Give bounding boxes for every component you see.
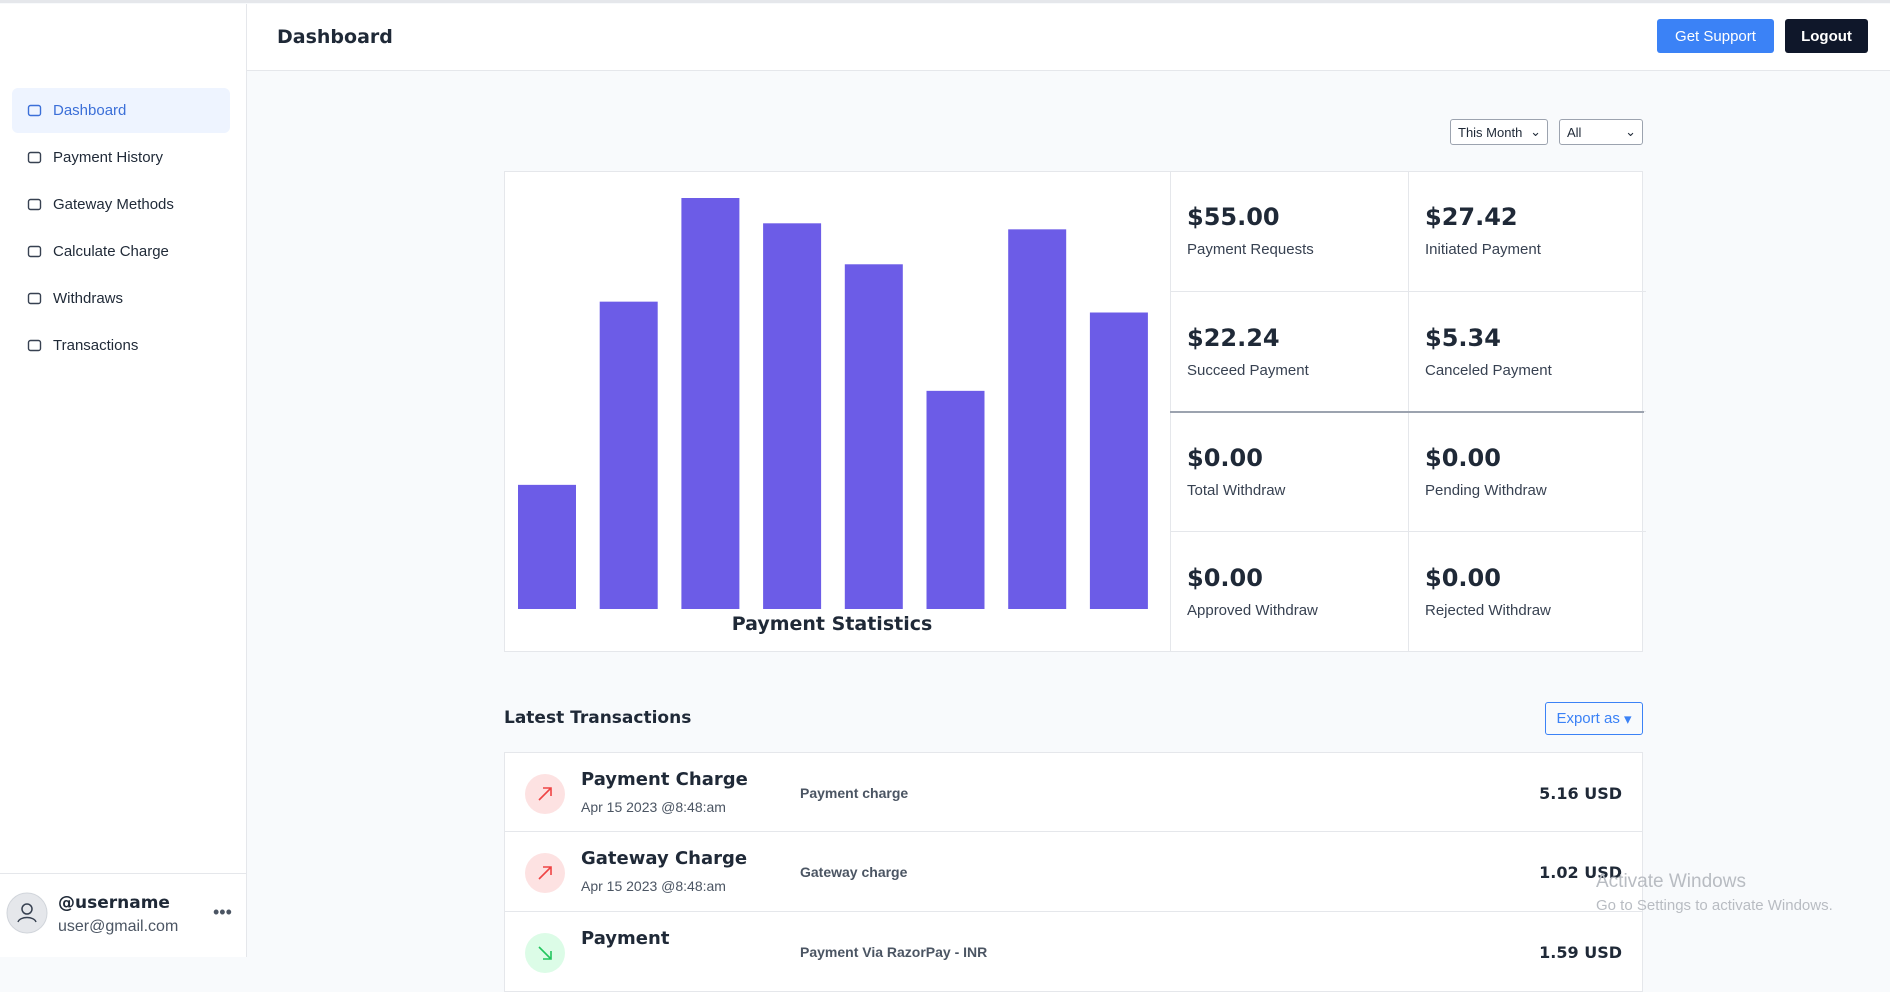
period-value: This Month (1458, 124, 1523, 140)
nav-label: Withdraws (53, 290, 124, 307)
bar (518, 484, 576, 609)
stat-cell: $22.24 Succeed Payment (1170, 291, 1408, 411)
stat-cell: $0.00 Pending Withdraw (1408, 411, 1646, 531)
export-button[interactable]: Export as ▾ (1545, 702, 1643, 735)
scope-select[interactable]: All ⌄ (1559, 119, 1643, 145)
nav-icon (27, 198, 42, 211)
stat-value: $0.00 (1187, 444, 1263, 472)
stat-value: $27.42 (1425, 203, 1518, 231)
transaction-amount: 1.59 USD (1539, 943, 1622, 962)
export-label: Export as (1556, 710, 1620, 727)
bar (844, 264, 903, 609)
transaction-title: Gateway Charge (581, 848, 748, 869)
stat-label: Rejected Withdraw (1425, 602, 1551, 619)
nav-icon (27, 292, 42, 305)
stat-label: Total Withdraw (1187, 482, 1286, 499)
transaction-description: Gateway charge (800, 864, 908, 880)
more-button[interactable]: ••• (213, 902, 232, 922)
stat-cell: $5.34 Canceled Payment (1408, 291, 1646, 411)
stat-label: Approved Withdraw (1187, 602, 1318, 619)
stat-label: Pending Withdraw (1425, 482, 1547, 499)
username: @username (58, 893, 170, 913)
transaction-row: Payment Payment Via RazorPay - INR 1.59 US… (504, 912, 1643, 992)
bar (599, 301, 658, 609)
divider (1170, 411, 1644, 413)
stat-cell: $27.42 Initiated Payment (1408, 171, 1646, 291)
transaction-icon (525, 933, 565, 973)
stat-cell: $0.00 Approved Withdraw (1170, 531, 1408, 651)
stat-value: $22.24 (1187, 324, 1280, 352)
logout-label: Logout (1801, 27, 1852, 45)
support-label: Get Support (1675, 27, 1756, 45)
bar (763, 223, 822, 609)
nav-item[interactable]: Transactions (12, 323, 230, 368)
watermark-title: Activate Windows (1596, 871, 1746, 892)
transaction-title: Payment (581, 928, 670, 949)
sidebar: Dashboard Payment History Gateway Methods C… (0, 4, 247, 957)
transaction-row: Payment Charge Apr 15 2023 @8:48:am Paymen… (504, 752, 1643, 832)
period-select[interactable]: This Month ⌄ (1450, 119, 1548, 145)
nav-item[interactable]: Gateway Methods (12, 182, 230, 227)
nav-item[interactable]: Calculate Charge (12, 229, 230, 274)
stat-label: Canceled Payment (1425, 362, 1552, 379)
bar (1089, 312, 1148, 609)
bar (1008, 229, 1067, 609)
nav-icon (27, 245, 42, 258)
stat-label: Initiated Payment (1425, 241, 1541, 258)
transaction-description: Payment charge (800, 785, 909, 801)
nav-label: Transactions (53, 337, 139, 354)
stat-value: $5.34 (1425, 324, 1501, 352)
stat-label: Payment Requests (1187, 241, 1314, 258)
nav-item[interactable]: Dashboard (12, 88, 230, 133)
nav-icon (27, 104, 42, 117)
stat-value: $0.00 (1187, 564, 1263, 592)
bar (926, 390, 985, 609)
avatar (6, 892, 48, 934)
chart-title: Payment Statistics (732, 613, 933, 635)
transaction-amount: 1.02 USD (1539, 863, 1622, 882)
stat-label: Succeed Payment (1187, 362, 1309, 379)
nav-icon (27, 339, 42, 352)
transaction-row: Gateway Charge Apr 15 2023 @8:48:am Gatewa… (504, 832, 1643, 912)
nav-label: Payment History (53, 149, 164, 166)
watermark-text: Go to Settings to activate Windows. (1596, 897, 1833, 914)
transaction-amount: 5.16 USD (1539, 784, 1622, 803)
logout-button[interactable]: Logout (1785, 19, 1868, 53)
scope-value: All (1567, 124, 1582, 140)
page-title: Dashboard (277, 26, 393, 48)
section-title: Latest Transactions (504, 708, 692, 728)
transaction-date: Apr 15 2023 @8:48:am (581, 878, 726, 894)
bar (681, 198, 740, 609)
stat-value: $55.00 (1187, 203, 1280, 231)
nav-item[interactable]: Withdraws (12, 276, 230, 321)
stat-value: $0.00 (1425, 444, 1501, 472)
nav-label: Calculate Charge (53, 243, 169, 260)
email: user@gmail.com (58, 918, 179, 935)
nav-icon (27, 151, 42, 164)
support-button[interactable]: Get Support (1657, 19, 1774, 53)
stat-value: $0.00 (1425, 564, 1501, 592)
transaction-icon (525, 853, 565, 893)
top-border (0, 0, 1890, 3)
stats-card: Payment Statistics $55.00 Payment Request… (504, 171, 1646, 652)
stat-cell: $55.00 Payment Requests (1170, 171, 1408, 291)
transaction-title: Payment Charge (581, 769, 748, 790)
nav-label: Gateway Methods (53, 196, 174, 213)
topbar: Dashboard Get Support Logout (247, 4, 1890, 71)
transaction-description: Payment Via RazorPay - INR (800, 944, 988, 960)
stat-cell: $0.00 Total Withdraw (1170, 411, 1408, 531)
transaction-date: Apr 15 2023 @8:48:am (581, 799, 726, 815)
transaction-icon (525, 774, 565, 814)
divider (0, 873, 246, 874)
nav-label: Dashboard (53, 102, 127, 119)
stat-cell: $0.00 Rejected Withdraw (1408, 531, 1646, 651)
chart: Payment Statistics (518, 198, 1148, 635)
nav-item[interactable]: Payment History (12, 135, 230, 180)
